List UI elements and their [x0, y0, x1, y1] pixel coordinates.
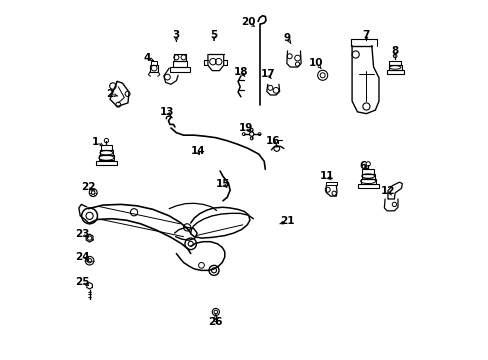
Text: 13: 13 [160, 107, 174, 117]
Bar [357, 184, 378, 188]
Bar [362, 168, 373, 174]
Bar [361, 174, 374, 179]
Text: 9: 9 [284, 33, 290, 43]
Bar [99, 155, 114, 160]
Text: 26: 26 [208, 317, 223, 327]
Text: 2: 2 [106, 89, 113, 99]
Bar [169, 67, 190, 72]
Bar [96, 161, 117, 165]
Text: 14: 14 [190, 146, 205, 156]
Bar [100, 150, 113, 155]
Text: 1: 1 [92, 138, 99, 147]
Bar [172, 61, 187, 67]
Text: 5: 5 [210, 30, 217, 40]
Text: 8: 8 [391, 46, 398, 56]
Text: 22: 22 [81, 182, 96, 192]
Circle shape [249, 132, 253, 136]
Text: 19: 19 [239, 123, 253, 133]
Text: 7: 7 [362, 30, 369, 40]
Bar [150, 64, 158, 72]
Text: 24: 24 [75, 252, 89, 262]
Text: 21: 21 [280, 216, 294, 226]
Text: 18: 18 [233, 67, 247, 77]
Bar [151, 61, 157, 64]
Text: 12: 12 [380, 186, 394, 196]
Text: 15: 15 [215, 179, 230, 189]
Bar [360, 179, 375, 184]
Bar [386, 69, 403, 74]
Bar [101, 145, 112, 150]
Bar [388, 60, 400, 65]
Text: 17: 17 [260, 69, 275, 79]
Text: 20: 20 [241, 17, 255, 27]
Text: 11: 11 [319, 171, 333, 181]
Text: 4: 4 [143, 53, 151, 63]
Bar [174, 54, 185, 60]
Text: 3: 3 [172, 30, 180, 40]
Text: 16: 16 [265, 136, 280, 145]
Text: 10: 10 [308, 58, 323, 68]
Text: 23: 23 [75, 229, 89, 239]
Text: 25: 25 [75, 277, 89, 287]
Bar [388, 65, 401, 69]
Text: 6: 6 [359, 161, 366, 171]
